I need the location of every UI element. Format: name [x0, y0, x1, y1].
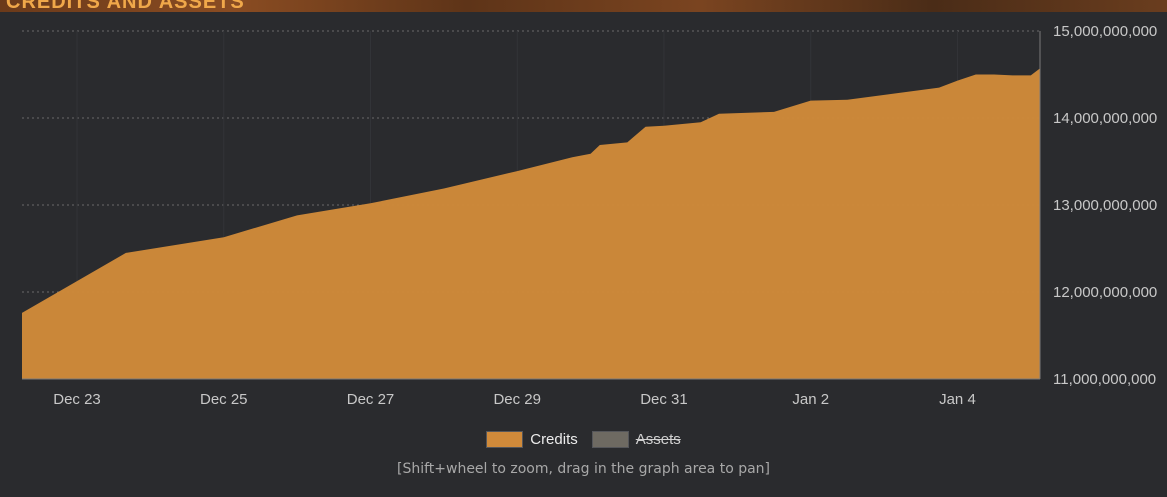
- y-tick-label: 13,000,000,000: [1053, 197, 1157, 214]
- x-tick-label: Jan 4: [939, 391, 976, 408]
- section-title: CREDITS AND ASSETS: [6, 0, 245, 12]
- legend-item-credits[interactable]: Credits: [486, 431, 578, 448]
- y-tick-label: 14,000,000,000: [1053, 110, 1157, 127]
- x-tick-label: Dec 27: [347, 391, 395, 408]
- credits-assets-chart[interactable]: 15,000,000,000 14,000,000,000 13,000,000,0…: [0, 0, 1167, 420]
- y-tick-label: 15,000,000,000: [1053, 23, 1157, 40]
- series-area-credits: [22, 68, 1040, 380]
- legend-label-credits: Credits: [530, 431, 578, 448]
- y-tick-label: 11,000,000,000: [1053, 371, 1156, 388]
- x-tick-label: Dec 25: [200, 391, 248, 408]
- credits-swatch: [486, 431, 524, 448]
- x-tick-label: Dec 29: [493, 391, 541, 408]
- chart-legend: Credits Assets: [0, 431, 1167, 448]
- zoom-pan-hint: [Shift+wheel to zoom, drag in the graph …: [396, 461, 771, 477]
- x-tick-label: Jan 2: [792, 391, 829, 408]
- y-tick-label: 12,000,000,000: [1053, 284, 1157, 301]
- x-tick-label: Dec 23: [53, 391, 101, 408]
- x-tick-label: Dec 31: [640, 391, 688, 408]
- section-banner: CREDITS AND ASSETS: [0, 0, 1167, 12]
- legend-label-assets: Assets: [635, 431, 681, 448]
- assets-swatch: [591, 431, 629, 448]
- legend-item-assets[interactable]: Assets: [591, 431, 681, 448]
